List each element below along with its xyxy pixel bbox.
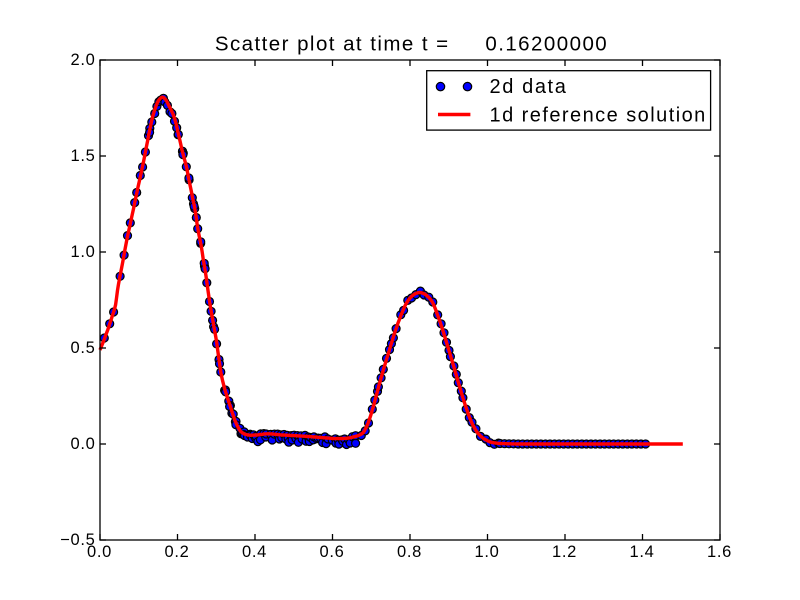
svg-text:0.0: 0.0 xyxy=(70,435,95,453)
svg-text:2d data: 2d data xyxy=(490,76,568,98)
svg-text:Scatter plot at time t = 0: Scatter plot at time t = 0.16200000 xyxy=(215,33,608,56)
svg-text:0.6: 0.6 xyxy=(319,543,344,561)
svg-text:−0.5: −0.5 xyxy=(60,531,95,549)
svg-text:1.0: 1.0 xyxy=(70,243,95,261)
svg-text:1d reference solution: 1d reference solution xyxy=(490,105,707,127)
svg-text:1.2: 1.2 xyxy=(552,543,577,561)
svg-text:0.5: 0.5 xyxy=(70,339,95,357)
svg-text:0.4: 0.4 xyxy=(242,543,267,561)
svg-text:1.0: 1.0 xyxy=(474,543,499,561)
svg-text:1.4: 1.4 xyxy=(629,543,654,561)
svg-text:0.0: 0.0 xyxy=(87,543,112,561)
svg-text:0.2: 0.2 xyxy=(164,543,189,561)
svg-text:2.0: 2.0 xyxy=(70,51,95,69)
svg-text:1.5: 1.5 xyxy=(70,147,95,165)
svg-text:0.8: 0.8 xyxy=(397,543,422,561)
svg-text:1.6: 1.6 xyxy=(707,543,732,561)
